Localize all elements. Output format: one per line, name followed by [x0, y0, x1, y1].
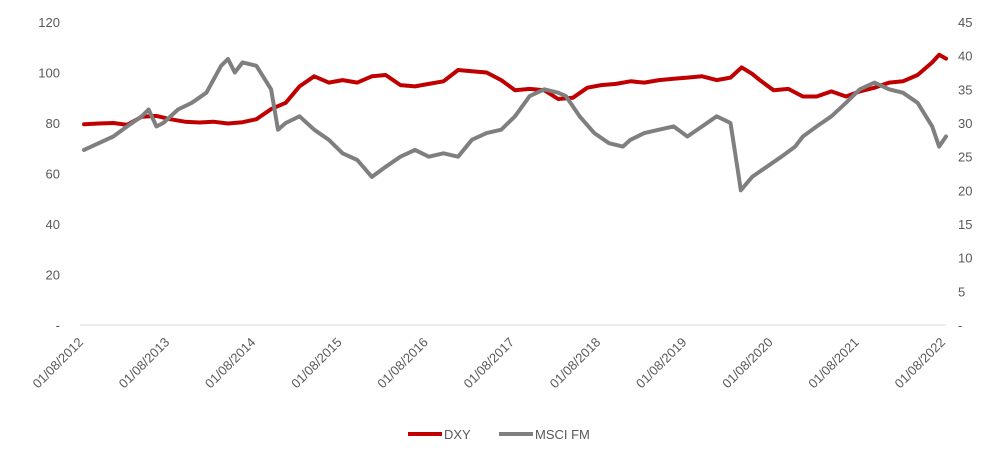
right-tick-label: 10 [958, 251, 972, 266]
right-tick-label: 30 [958, 116, 972, 131]
legend-label-msci-fm: MSCI FM [535, 427, 590, 442]
x-axis-ticks: 01/08/2012 01/08/2013 01/08/2014 01/08/2015… [29, 335, 948, 392]
x-tick-label: 01/08/2015 [288, 335, 345, 392]
x-tick-label: 01/08/2021 [805, 335, 862, 392]
right-tick-label: 40 [958, 49, 972, 64]
left-axis-ticks: - 20 40 60 80 100 120 [38, 15, 60, 333]
legend: DXY MSCI FM [408, 427, 590, 442]
legend-label-dxy: DXY [444, 427, 471, 442]
x-tick-label: 01/08/2013 [116, 335, 173, 392]
x-tick-label: 01/08/2018 [547, 335, 604, 392]
left-tick-label: 80 [46, 116, 60, 131]
left-tick-label: 120 [38, 15, 60, 30]
left-tick-label: 20 [46, 268, 60, 283]
right-tick-label: 45 [958, 15, 972, 30]
left-tick-label: - [56, 318, 60, 333]
left-tick-label: 60 [46, 167, 60, 182]
x-tick-label: 01/08/2020 [719, 335, 776, 392]
series-line-dxy [82, 52, 948, 127]
right-tick-label: 15 [958, 217, 972, 232]
x-tick-label: 01/08/2014 [202, 335, 259, 392]
left-tick-label: 100 [38, 66, 60, 81]
x-tick-label: 01/08/2017 [460, 335, 517, 392]
right-tick-label: - [958, 318, 962, 333]
series-group [82, 52, 948, 193]
series-line-msci-fm [82, 57, 948, 193]
x-tick-label: 01/08/2016 [374, 335, 431, 392]
left-tick-label: 40 [46, 217, 60, 232]
x-tick-label: 01/08/2012 [29, 335, 86, 392]
right-tick-label: 35 [958, 82, 972, 97]
right-axis-ticks: - 5 10 15 20 25 30 35 40 45 [958, 15, 972, 333]
right-tick-label: 25 [958, 150, 972, 165]
right-tick-label: 20 [958, 183, 972, 198]
right-tick-label: 5 [958, 284, 965, 299]
x-tick-label: 01/08/2019 [633, 335, 690, 392]
x-tick-label: 01/08/2022 [891, 335, 948, 392]
